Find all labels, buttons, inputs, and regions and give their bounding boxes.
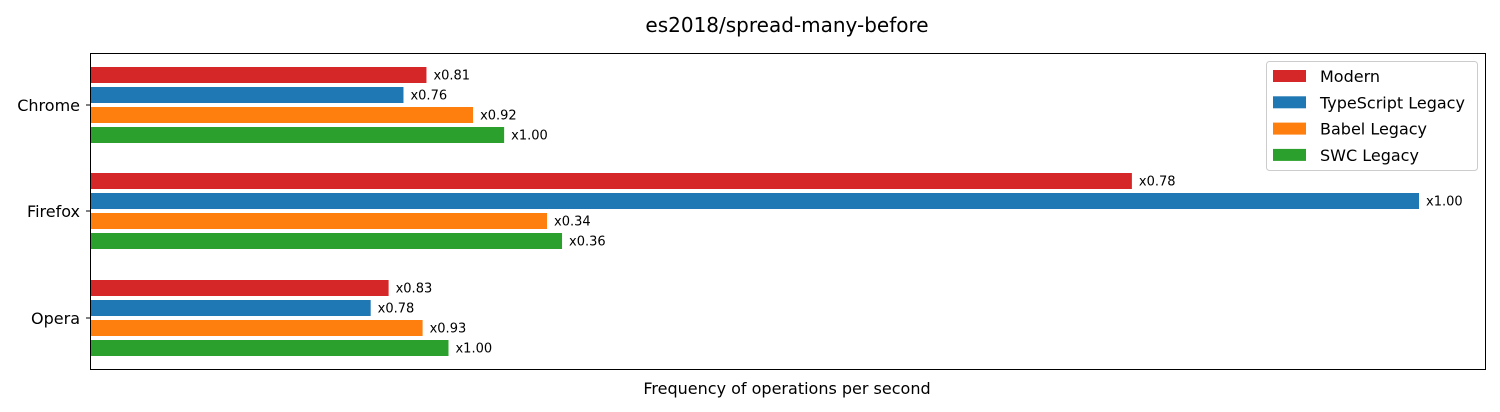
legend-swatch	[1273, 96, 1306, 109]
plot-area-frame	[90, 53, 1486, 370]
legend-swatch	[1273, 148, 1306, 161]
bar-value-label: x0.93	[430, 322, 467, 337]
legend-label: Babel Legacy	[1320, 120, 1427, 139]
bar-babel-legacy	[91, 320, 423, 336]
bars-layer	[91, 67, 1419, 356]
y-tick-label: Chrome	[17, 96, 80, 115]
legend-label: Modern	[1320, 67, 1380, 86]
y-axis-ticks: Chrome Firefox Opera	[17, 96, 90, 328]
bar-swc-legacy	[91, 340, 449, 356]
bar-swc-legacy	[91, 233, 563, 249]
chart-title: es2018/spread-many-before	[645, 13, 928, 37]
bar-babel-legacy	[91, 107, 474, 123]
bar-value-label: x0.78	[1139, 175, 1176, 190]
bar-value-label: x0.78	[378, 302, 415, 317]
y-tick-label: Opera	[31, 309, 80, 328]
bar-value-label: x0.36	[569, 235, 606, 250]
bar-modern	[91, 280, 389, 296]
y-tick-label: Firefox	[27, 202, 80, 221]
legend-frame	[1266, 61, 1478, 171]
bar-value-label: x0.34	[554, 215, 591, 230]
bar-typescript-legacy	[91, 193, 1419, 209]
bar-modern	[91, 67, 427, 83]
legend: Modern TypeScript Legacy Babel Legacy SWC L…	[1266, 61, 1478, 171]
legend-label: SWC Legacy	[1320, 146, 1419, 165]
bar-typescript-legacy	[91, 87, 404, 103]
legend-swatch	[1273, 122, 1306, 135]
bar-value-label: x1.00	[1426, 195, 1463, 210]
x-axis-label: Frequency of operations per second	[643, 379, 930, 398]
bar-value-label: x1.00	[455, 342, 492, 357]
legend-label: TypeScript Legacy	[1319, 93, 1465, 112]
bar-babel-legacy	[91, 213, 548, 229]
bar-typescript-legacy	[91, 300, 371, 316]
data-labels-layer: x0.81 x0.76 x0.92 x1.00 x0.78 x1.00 x0.34 x0.36…	[378, 69, 1463, 357]
bar-value-label: x0.83	[396, 282, 433, 297]
bar-value-label: x0.92	[480, 109, 517, 124]
bar-value-label: x0.81	[433, 69, 470, 84]
bar-value-label: x1.00	[511, 129, 548, 144]
bar-value-label: x0.76	[410, 89, 447, 104]
bar-swc-legacy	[91, 127, 505, 143]
bar-modern	[91, 173, 1132, 189]
legend-swatch	[1273, 70, 1306, 82]
